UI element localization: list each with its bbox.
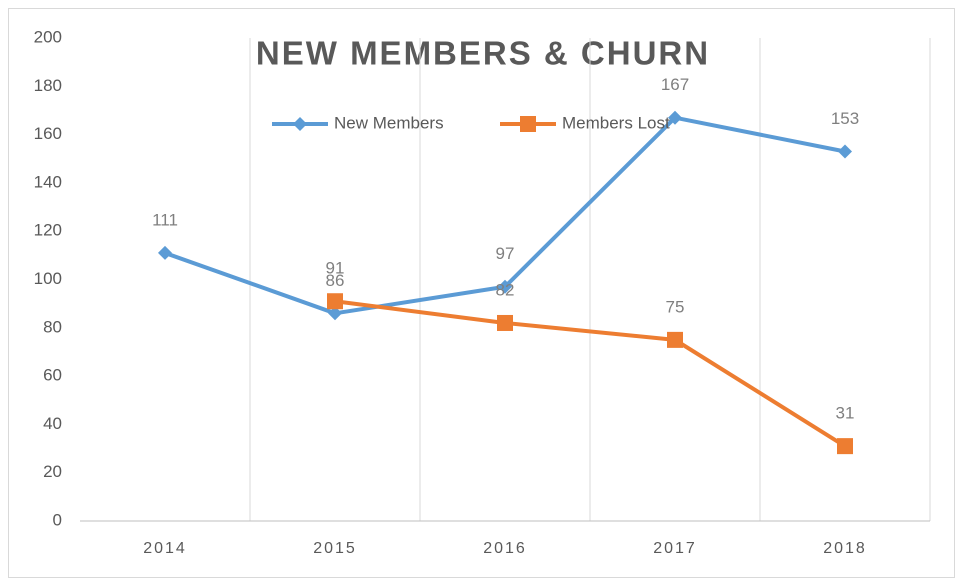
x-tick-label: 2016 xyxy=(483,540,527,557)
point-marker xyxy=(158,245,172,260)
y-tick-label: 20 xyxy=(43,462,62,481)
x-tick-label: 2018 xyxy=(823,540,867,557)
data-label: 86 xyxy=(326,271,345,290)
y-tick-label: 80 xyxy=(43,317,62,336)
y-tick-label: 120 xyxy=(34,221,62,240)
x-tick-label: 2014 xyxy=(143,540,187,557)
data-label: 91 xyxy=(326,259,345,278)
point-marker xyxy=(327,293,343,310)
data-label: 153 xyxy=(831,109,859,128)
point-marker xyxy=(838,144,852,159)
y-tick-label: 160 xyxy=(34,124,62,143)
data-label: 97 xyxy=(496,244,515,263)
data-label: 111 xyxy=(152,210,178,229)
point-marker xyxy=(668,110,682,125)
point-marker xyxy=(837,438,853,455)
x-tick-label: 2017 xyxy=(653,540,697,557)
data-label: 75 xyxy=(666,297,685,316)
series-line xyxy=(334,299,847,448)
data-label: 82 xyxy=(496,280,515,299)
point-marker xyxy=(293,117,307,131)
point-marker xyxy=(497,314,513,331)
legend-label: Members Lost xyxy=(562,113,670,132)
point-marker xyxy=(667,331,683,348)
y-tick-label: 0 xyxy=(53,510,62,529)
data-label: 31 xyxy=(836,404,855,423)
point-marker xyxy=(520,116,536,132)
y-tick-label: 180 xyxy=(34,76,62,95)
x-tick-label: 2015 xyxy=(313,540,357,557)
y-tick-label: 60 xyxy=(43,366,62,385)
y-tick-label: 100 xyxy=(34,269,62,288)
y-tick-label: 40 xyxy=(43,414,62,433)
point-marker xyxy=(498,279,512,294)
y-tick-label: 200 xyxy=(34,27,62,46)
legend-label: New Members xyxy=(334,113,444,132)
data-label: 167 xyxy=(661,75,689,94)
chart-title: NEW MEMBERS & CHURN xyxy=(256,35,710,72)
y-tick-label: 140 xyxy=(34,172,62,191)
point-marker xyxy=(328,306,342,321)
chart-border xyxy=(8,8,955,578)
